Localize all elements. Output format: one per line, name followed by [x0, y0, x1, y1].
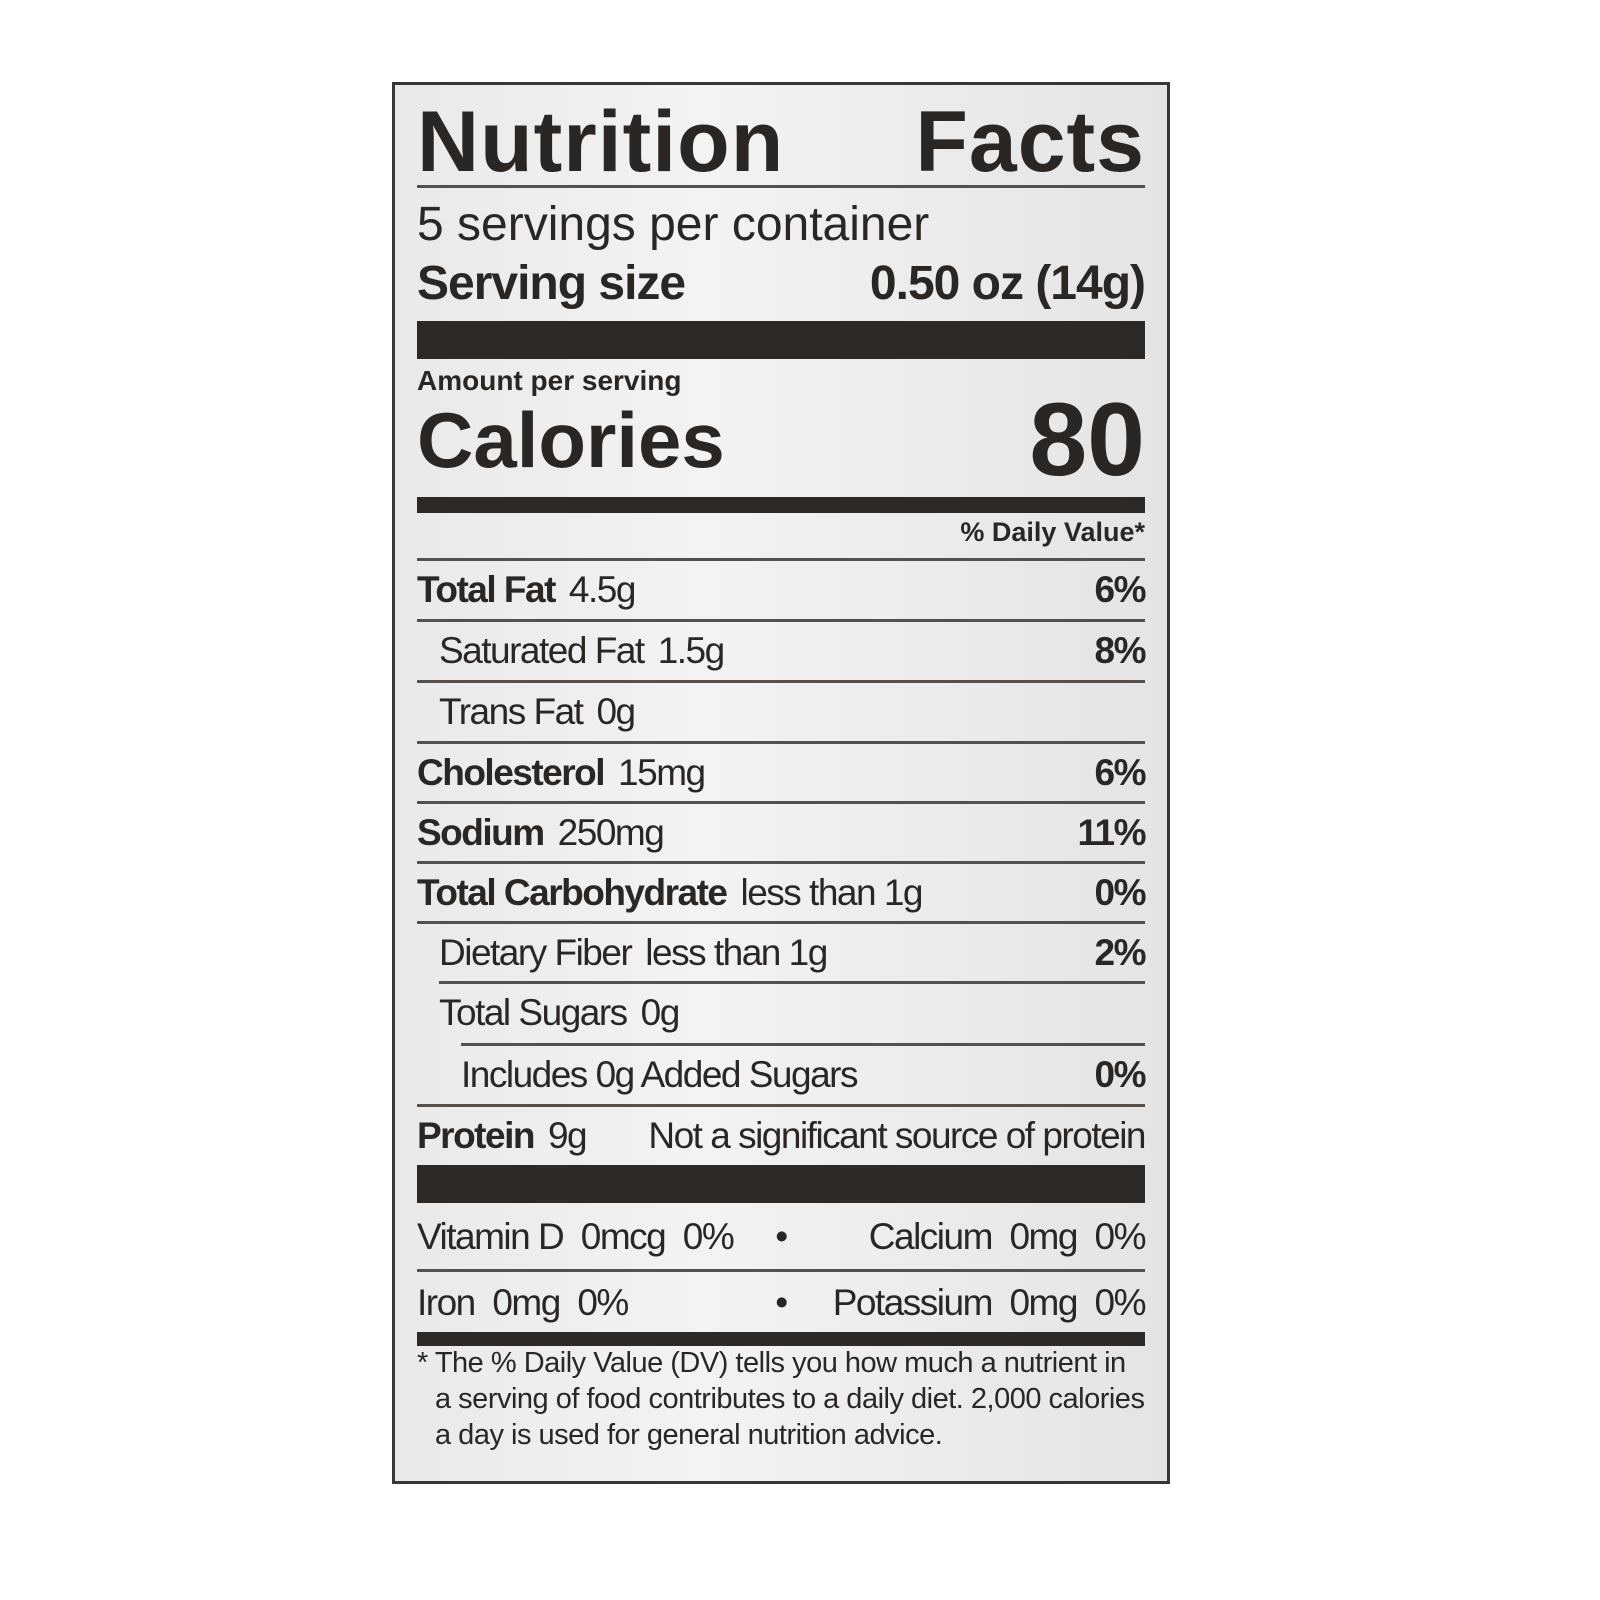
serving-size-label: Serving size	[417, 257, 686, 310]
nutrient-amount: 15mg	[618, 752, 706, 793]
nutrient-amount: 4.5g	[568, 569, 637, 610]
vitamin-row: Vitamin D 0mcg 0% • Calcium 0mg 0%	[417, 1207, 1147, 1267]
calories-label: Calories	[417, 396, 725, 484]
nutrient-dv: 6%	[1094, 569, 1147, 610]
nutrient-amount: less than 1g	[645, 932, 828, 973]
nutrient-row: Protein 9g Not a significant source of pro…	[417, 1107, 1146, 1165]
divider	[439, 981, 1145, 984]
nutrient-row: Total Fat 4.5g 6%	[417, 561, 1147, 619]
title-word: Nutrition	[417, 94, 785, 190]
divider	[417, 921, 1145, 924]
nutrient-amount: 1.5g	[657, 630, 726, 671]
nutrient-dv: 0%	[1094, 1054, 1147, 1095]
nutrient-name: Sodium	[417, 812, 545, 853]
footnote: * The % Daily Value (DV) tells you how m…	[417, 1347, 1145, 1451]
vitamin-right: Potassium 0mg 0%	[832, 1282, 1147, 1323]
title-word: Facts	[915, 94, 1145, 190]
serving-size: Serving size 0.50 oz (14g)	[417, 255, 1146, 313]
thick-divider	[417, 1165, 1145, 1203]
vitamin-left: Iron 0mg 0%	[417, 1282, 629, 1323]
nutrient-dv: 8%	[1094, 630, 1147, 671]
nutrient-name: Cholesterol	[417, 752, 606, 793]
calories-value: 80	[1029, 382, 1145, 498]
nutrient-row: Dietary Fiber less than 1g 2%	[439, 924, 1147, 982]
daily-value-header: % Daily Value*	[960, 517, 1145, 547]
nutrient-dv: 0%	[1094, 872, 1147, 913]
divider	[417, 1269, 1145, 1272]
nutrient-name: Total Carbohydrate	[417, 872, 728, 913]
nutrient-dv: 11%	[1077, 812, 1146, 853]
nutrient-row: Includes 0g Added Sugars 0%	[461, 1046, 1147, 1104]
nutrient-name: Total Fat	[417, 569, 556, 610]
medium-divider	[417, 497, 1145, 513]
divider	[417, 619, 1145, 622]
nutrient-dv: 6%	[1094, 752, 1147, 793]
bullet: •	[775, 1216, 788, 1257]
bullet: •	[775, 1282, 788, 1323]
nutrient-name: Dietary Fiber	[439, 932, 633, 973]
nutrient-amount: 250mg	[557, 812, 665, 853]
divider	[417, 801, 1145, 804]
vitamin-left: Vitamin D 0mcg 0%	[417, 1216, 735, 1257]
nutrient-dv: 2%	[1094, 932, 1147, 973]
nutrient-row: Saturated Fat 1.5g 8%	[439, 622, 1147, 680]
nutrient-row: Total Carbohydrate less than 1g 0%	[417, 864, 1147, 922]
nutrient-name: Total Sugars	[439, 992, 628, 1033]
divider	[461, 1043, 1145, 1046]
calories-row: Calories 80	[417, 385, 1145, 495]
nutrient-name: Trans Fat	[439, 691, 584, 732]
divider	[417, 861, 1145, 864]
nutrient-name: Saturated Fat	[439, 630, 645, 671]
medium-divider	[417, 1332, 1145, 1346]
nutrition-facts-label: Nutrition Facts 5 servings per container…	[392, 82, 1170, 1484]
divider	[417, 680, 1145, 683]
nutrient-name: Protein	[417, 1115, 535, 1156]
nutrient-name: Includes 0g Added Sugars	[461, 1054, 859, 1095]
label-title: Nutrition Facts	[417, 97, 1145, 187]
amount-per-serving: Amount per serving	[417, 365, 682, 396]
nutrient-row: Trans Fat 0g	[439, 683, 1145, 741]
divider	[417, 185, 1145, 188]
divider	[417, 558, 1145, 561]
divider	[417, 741, 1145, 744]
thick-divider	[417, 321, 1145, 359]
servings-per-container: 5 servings per container	[417, 198, 930, 251]
nutrient-amount: 0g	[596, 691, 636, 732]
nutrient-row: Sodium 250mg 11%	[417, 804, 1146, 862]
nutrient-row: Total Sugars 0g	[439, 984, 1145, 1042]
nutrient-row: Cholesterol 15mg 6%	[417, 744, 1147, 802]
protein-note: Not a significant source of protein	[648, 1115, 1146, 1156]
vitamin-right: Calcium 0mg 0%	[868, 1216, 1147, 1257]
nutrient-amount: 9g	[547, 1115, 588, 1156]
vitamin-row: Iron 0mg 0% • Potassium 0mg 0%	[417, 1273, 1147, 1333]
serving-size-value: 0.50 oz (14g)	[869, 257, 1146, 310]
nutrient-amount: less than 1g	[740, 872, 923, 913]
divider	[417, 1104, 1145, 1107]
nutrient-amount: 0g	[640, 992, 681, 1033]
